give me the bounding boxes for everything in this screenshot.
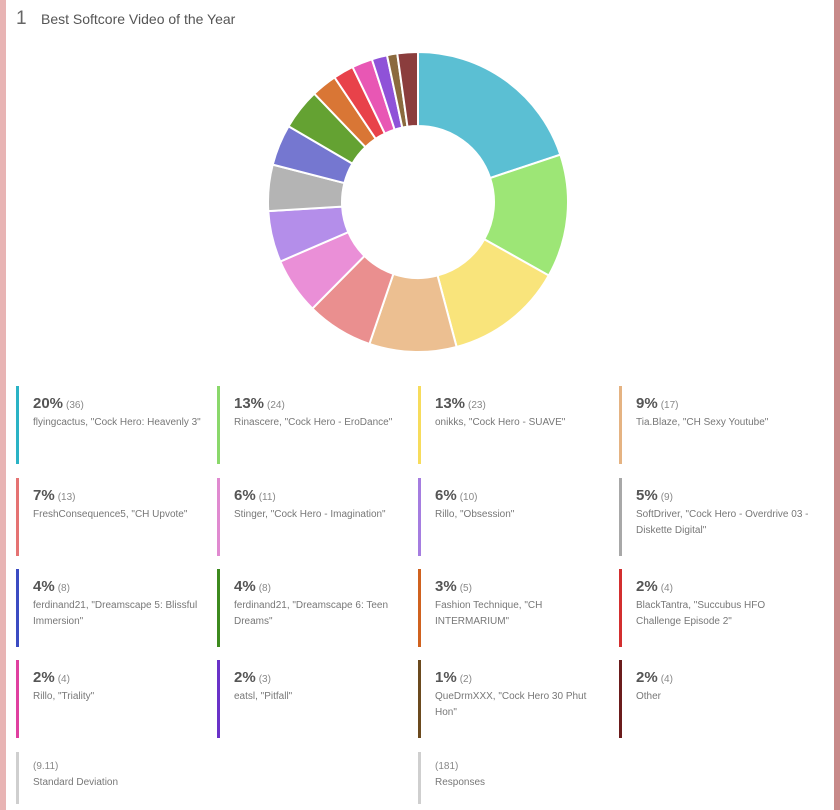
stat-value: (9.11) xyxy=(33,761,59,772)
legend-item-head: 6% (10) xyxy=(435,487,608,504)
legend-count: (23) xyxy=(468,400,486,411)
question-number: 1 xyxy=(16,8,27,29)
donut-chart xyxy=(268,52,568,352)
legend-percent: 2% xyxy=(636,578,658,595)
legend-item[interactable]: 5% (9) SoftDriver, "Cock Hero - Overdrive … xyxy=(619,478,809,556)
legend-count: (4) xyxy=(57,674,70,685)
legend-item-head: 6% (11) xyxy=(234,487,407,504)
legend-item[interactable]: 9% (17) Tia.Blaze, "CH Sexy Youtube" xyxy=(619,386,809,464)
legend-item[interactable]: 1% (2) QueDrmXXX, "Cock Hero 30 Phut Hon" xyxy=(418,660,608,738)
legend-label: Tia.Blaze, "CH Sexy Youtube" xyxy=(636,417,769,428)
legend-count: (4) xyxy=(660,583,673,594)
legend-item-head: 2% (4) xyxy=(33,669,206,686)
stat-value: (181) xyxy=(435,761,459,772)
legend-count: (5) xyxy=(459,583,472,594)
legend-item[interactable]: 2% (4) BlackTantra, "Succubus HFO Challeng… xyxy=(619,569,809,647)
legend-percent: 13% xyxy=(234,395,265,412)
legend-percent: 1% xyxy=(435,669,457,686)
legend-item-head: 13% (23) xyxy=(435,395,608,412)
legend-count: (17) xyxy=(660,400,679,411)
question-title: Best Softcore Video of the Year xyxy=(41,11,236,27)
legend-label: Rillo, "Triality" xyxy=(33,691,95,702)
legend-count: (36) xyxy=(66,400,84,411)
donut-slice[interactable] xyxy=(417,52,562,180)
legend-item[interactable]: 3% (5) Fashion Technique, "CH INTERMARIUM" xyxy=(418,569,608,647)
legend-count: (4) xyxy=(660,674,673,685)
legend-count: (8) xyxy=(258,583,271,594)
legend-percent: 20% xyxy=(33,395,64,412)
legend-item-head: 5% (9) xyxy=(636,487,809,504)
legend-item[interactable]: 7% (13) FreshConsequence5, "CH Upvote" xyxy=(16,478,206,556)
donut-slice[interactable] xyxy=(396,52,419,128)
legend-label: Fashion Technique, "CH INTERMARIUM" xyxy=(435,600,543,627)
legend-item-head: 13% (24) xyxy=(234,395,407,412)
legend-label: ferdinand21, "Dreamscape 6: Teen Dreams" xyxy=(234,600,389,627)
legend-item[interactable]: 6% (11) Stinger, "Cock Hero - Imagination" xyxy=(217,478,407,556)
legend-item[interactable]: 2% (4) Rillo, "Triality" xyxy=(16,660,206,738)
legend-percent: 13% xyxy=(435,395,466,412)
legend-label: Other xyxy=(636,691,662,702)
legend-percent: 6% xyxy=(234,487,256,504)
legend-percent: 2% xyxy=(234,669,256,686)
legend-label: SoftDriver, "Cock Hero - Overdrive 03 - … xyxy=(636,509,809,536)
right-edge-strip xyxy=(834,0,840,810)
legend-percent: 2% xyxy=(33,669,55,686)
legend-label: BlackTantra, "Succubus HFO Challenge Epi… xyxy=(636,600,766,627)
legend-item-head: 20% (36) xyxy=(33,395,206,412)
legend-item[interactable]: 4% (8) ferdinand21, "Dreamscape 6: Teen Dr… xyxy=(217,569,407,647)
question-header: 1 Best Softcore Video of the Year xyxy=(16,8,235,32)
legend-item[interactable]: 2% (4) Other xyxy=(619,660,809,738)
stat-label: Responses xyxy=(435,777,486,788)
legend-percent: 4% xyxy=(33,578,55,595)
legend-label: FreshConsequence5, "CH Upvote" xyxy=(33,509,188,520)
legend-label: ferdinand21, "Dreamscape 5: Blissful Imm… xyxy=(33,600,198,627)
legend-item-head: 9% (17) xyxy=(636,395,809,412)
legend-count: (2) xyxy=(459,674,472,685)
stat-item: (9.11) Standard Deviation xyxy=(16,752,206,804)
legend-item-head: 1% (2) xyxy=(435,669,608,686)
legend-label: Stinger, "Cock Hero - Imagination" xyxy=(234,509,386,520)
legend-label: flyingcactus, "Cock Hero: Heavenly 3" xyxy=(33,417,201,428)
legend-count: (3) xyxy=(258,674,271,685)
legend-item-head: 4% (8) xyxy=(234,578,407,595)
legend-count: (11) xyxy=(258,492,276,503)
legend-percent: 2% xyxy=(636,669,658,686)
legend-item-head: 2% (4) xyxy=(636,669,809,686)
legend-item[interactable]: 20% (36) flyingcactus, "Cock Hero: Heavenl… xyxy=(16,386,206,464)
legend-count: (10) xyxy=(459,492,478,503)
legend-item[interactable]: 13% (23) onikks, "Cock Hero - SUAVE" xyxy=(418,386,608,464)
legend-count: (13) xyxy=(57,492,76,503)
stat-item: (181) Responses xyxy=(418,752,608,804)
legend-item-head: 4% (8) xyxy=(33,578,206,595)
legend-percent: 7% xyxy=(33,487,55,504)
legend-count: (8) xyxy=(57,583,70,594)
legend-percent: 9% xyxy=(636,395,658,412)
legend-label: onikks, "Cock Hero - SUAVE" xyxy=(435,417,566,428)
stat-label: Standard Deviation xyxy=(33,777,119,788)
legend-percent: 5% xyxy=(636,487,658,504)
legend-item[interactable]: 13% (24) Rinascere, "Cock Hero - EroDance" xyxy=(217,386,407,464)
legend-label: QueDrmXXX, "Cock Hero 30 Phut Hon" xyxy=(435,691,587,718)
legend-label: Rinascere, "Cock Hero - EroDance" xyxy=(234,417,393,428)
legend-label: eatsl, "Pitfall" xyxy=(234,691,293,702)
legend-item-head: 2% (3) xyxy=(234,669,407,686)
left-edge-strip xyxy=(0,0,6,810)
legend-label: Rillo, "Obsession" xyxy=(435,509,515,520)
legend-item[interactable]: 2% (3) eatsl, "Pitfall" xyxy=(217,660,407,738)
legend-item-head: 2% (4) xyxy=(636,578,809,595)
legend-item[interactable]: 4% (8) ferdinand21, "Dreamscape 5: Blissfu… xyxy=(16,569,206,647)
legend-item[interactable]: 6% (10) Rillo, "Obsession" xyxy=(418,478,608,556)
legend-percent: 3% xyxy=(435,578,457,595)
legend-count: (9) xyxy=(660,492,673,503)
legend-percent: 6% xyxy=(435,487,457,504)
legend-item-head: 3% (5) xyxy=(435,578,608,595)
legend-count: (24) xyxy=(267,400,285,411)
legend-item-head: 7% (13) xyxy=(33,487,206,504)
legend-percent: 4% xyxy=(234,578,256,595)
